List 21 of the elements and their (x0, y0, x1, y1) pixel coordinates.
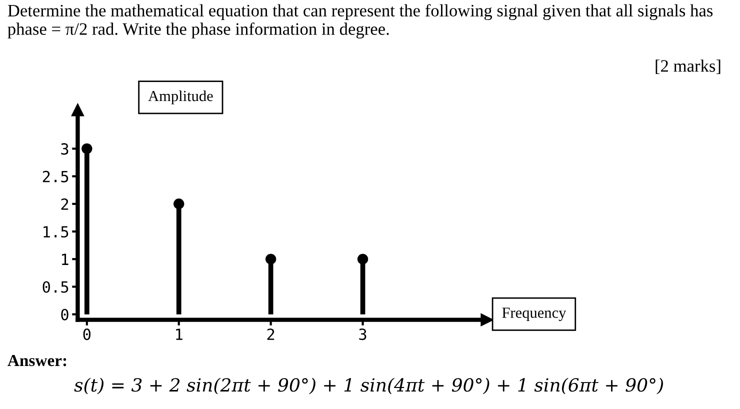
text: s(t) = 3 + 2 sin(2πt + 90°) + 1 sin(4πt + 90°) + 1 sin(6πt + 90°) (74, 378, 664, 394)
y-tick-label: 1 (62, 254, 68, 265)
y-tick-label: 1.5 (44, 226, 68, 238)
x-tick-label: 1 (176, 328, 182, 340)
point (357, 254, 368, 264)
x-tick-label: 2 (267, 328, 274, 340)
text: Answer: (8, 354, 66, 366)
y-tick-label: 2 (61, 198, 68, 210)
text: [2 marks] (656, 60, 720, 74)
y-tick-label: 3 (61, 143, 68, 155)
point (174, 198, 184, 210)
point (265, 254, 276, 264)
x-tick-label: 0 (83, 328, 91, 340)
point (82, 143, 92, 154)
y-tick-label: 0.5 (42, 281, 68, 293)
chart-title: Determine the mathematical equation that can represent the following signal given that all signals has phase = π/2 rad. Write the phase information in degree. (8, 4, 713, 38)
y-tick-label: 0 (61, 308, 68, 320)
x-axis-title: Frequency (502, 308, 566, 322)
y-axis-title: Amplitude (148, 90, 213, 104)
y-tick-label: 2.5 (42, 170, 68, 182)
x-tick-label: 3 (359, 328, 366, 340)
